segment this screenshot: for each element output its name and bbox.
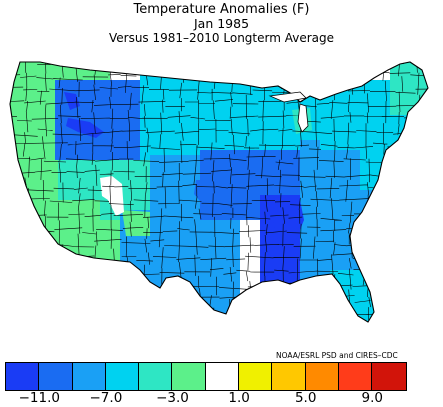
legend-tick-label: 9.0	[361, 390, 384, 406]
region-upper-midwest	[250, 62, 330, 150]
legend-swatch-3	[105, 363, 140, 390]
region-idaho-dark	[66, 118, 104, 138]
region-oregon-coast-green	[10, 100, 34, 140]
legend-tick-label: 1.0	[228, 390, 250, 406]
region-idaho-north-dark	[64, 92, 80, 110]
legend-swatch-0	[6, 363, 40, 390]
map-title: Temperature Anomalies (F)	[133, 2, 310, 17]
legend-swatch-2	[72, 363, 106, 390]
legend-swatch-1	[39, 363, 73, 390]
legend-tick-label: 5.0	[294, 390, 317, 406]
region-northern-plains	[140, 62, 260, 160]
legend-swatch-11	[372, 363, 406, 390]
legend-swatch-4	[139, 363, 173, 390]
region-florida	[330, 270, 390, 322]
legend-tick-label: −3.0	[156, 390, 189, 406]
lake-superior	[268, 91, 307, 103]
map-baseline: Versus 1981–2010 Longterm Average	[108, 31, 335, 45]
legend-swatch-8	[272, 363, 306, 390]
lake-michigan	[297, 103, 309, 133]
legend-swatch-9	[305, 363, 339, 390]
color-scale-ticks: −11.0 −7.0 −3.0 1.0 5.0 9.0	[0, 390, 443, 407]
legend-swatch-5	[172, 363, 206, 390]
region-new-mexico-green	[122, 210, 150, 236]
region-near-normal	[100, 176, 124, 216]
region-mississippi-core	[272, 196, 304, 250]
color-scale-bar	[5, 362, 407, 391]
legend-swatch-10	[338, 363, 373, 390]
legend-tick-label: −7.0	[89, 390, 123, 406]
map-period: Jan 1985	[193, 16, 250, 31]
data-credit: NOAA/ESRL PSD and CIRES–CDC	[276, 351, 398, 360]
legend-swatch-7	[239, 363, 273, 390]
us-anomaly-map	[9, 61, 429, 323]
legend-tick-label: −11.0	[18, 390, 60, 406]
legend-swatch-6	[205, 363, 240, 390]
